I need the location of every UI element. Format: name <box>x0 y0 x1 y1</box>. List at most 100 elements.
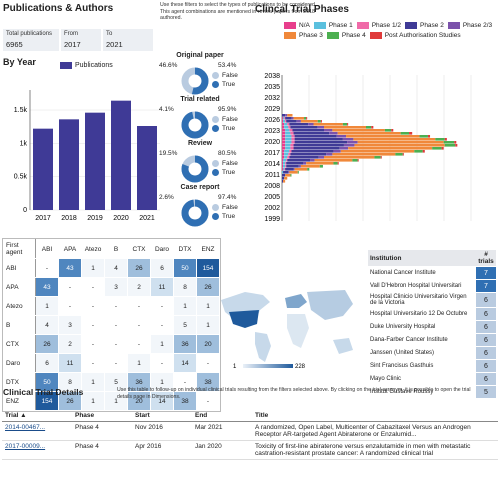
donut-legend-false[interactable]: False <box>212 116 238 123</box>
matrix-cell[interactable]: 3 <box>58 315 82 335</box>
matrix-cell[interactable]: - <box>127 334 151 354</box>
matrix-cell[interactable]: - <box>104 296 128 316</box>
matrix-cell[interactable]: 1 <box>104 391 128 411</box>
matrix-cell[interactable]: 26 <box>127 258 151 278</box>
matrix-cell[interactable]: - <box>81 296 105 316</box>
phase-legend-item[interactable]: N/A <box>284 22 310 29</box>
matrix-cell[interactable]: 2 <box>58 334 82 354</box>
matrix-cell[interactable]: 50 <box>173 258 197 278</box>
matrix-cell[interactable]: - <box>81 334 105 354</box>
donut-legend-true[interactable]: True <box>212 125 235 132</box>
matrix-cell[interactable]: 26 <box>35 334 59 354</box>
matrix-cell[interactable]: 11 <box>58 353 82 373</box>
phase-legend-item[interactable]: Phase 2 <box>404 22 444 29</box>
phase-bar-segment <box>289 129 293 132</box>
matrix-cell[interactable]: - <box>150 296 174 316</box>
institution-row[interactable]: National Cancer Institute 7 <box>368 266 496 280</box>
to-filter[interactable]: To 2021 <box>103 29 153 51</box>
details-col-title[interactable]: Title <box>252 410 498 422</box>
matrix-cell[interactable]: - <box>104 315 128 335</box>
institution-row[interactable]: Dana-Farber Cancer Institute 6 <box>368 333 496 347</box>
inst-col-trials[interactable]: # trials <box>476 250 496 267</box>
donut-legend-true[interactable]: True <box>212 81 235 88</box>
matrix-cell[interactable]: - <box>58 296 82 316</box>
donut-legend-true[interactable]: True <box>212 213 235 220</box>
institution-row[interactable]: Hospital Clinicio Universitario Virgen d… <box>368 292 496 308</box>
matrix-cell[interactable]: - <box>81 277 105 297</box>
phase-legend-item[interactable]: Phase 1/2 <box>356 22 401 29</box>
institution-row[interactable]: Duke University Hospital 6 <box>368 320 496 334</box>
phase-legend-item[interactable]: Post Authorisation Studies <box>369 32 461 39</box>
details-col-end[interactable]: End <box>192 410 252 422</box>
matrix-cell[interactable]: 2 <box>127 277 151 297</box>
institution-row[interactable]: Vall D'Hebron Hospital Universitari 7 <box>368 279 496 293</box>
matrix-cell[interactable]: 4 <box>35 315 59 335</box>
details-col-phase[interactable]: Phase <box>72 410 132 422</box>
world-map[interactable]: 1 228 <box>215 240 360 375</box>
donut-legend-false[interactable]: False <box>212 72 238 79</box>
matrix-cell[interactable]: 6 <box>150 258 174 278</box>
matrix-cell[interactable]: 20 <box>196 334 220 354</box>
matrix-cell[interactable]: 38 <box>196 372 220 392</box>
matrix-cell[interactable]: 43 <box>58 258 82 278</box>
matrix-cell[interactable]: 43 <box>35 277 59 297</box>
matrix-cell[interactable]: 36 <box>173 334 197 354</box>
matrix-cell[interactable]: - <box>81 315 105 335</box>
matrix-cell[interactable]: 4 <box>104 258 128 278</box>
matrix-cell[interactable]: 6 <box>35 353 59 373</box>
matrix-cell[interactable]: 5 <box>104 372 128 392</box>
donut-legend-false[interactable]: False <box>212 160 238 167</box>
matrix-cell[interactable]: 1 <box>81 258 105 278</box>
institution-row[interactable]: Mayo Clinic 6 <box>368 372 496 386</box>
matrix-cell[interactable]: 11 <box>150 277 174 297</box>
from-value[interactable]: 2017 <box>64 40 81 49</box>
institution-row[interactable]: Hospital Universitario 12 De Octubre 6 <box>368 307 496 321</box>
institution-row[interactable]: Janssen (United States) 6 <box>368 346 496 360</box>
donut-legend-true[interactable]: True <box>212 169 235 176</box>
trial-link[interactable]: 2014-00467... <box>2 421 72 441</box>
phase-legend-item[interactable]: Phase 2/3 <box>447 22 492 29</box>
matrix-col-header: Daro <box>150 239 174 259</box>
matrix-cell[interactable]: - <box>150 353 174 373</box>
from-filter[interactable]: From 2017 <box>61 29 101 51</box>
matrix-cell[interactable]: - <box>127 296 151 316</box>
phase-legend-item[interactable]: Phase 1 <box>313 22 353 29</box>
matrix-cell[interactable]: 14 <box>150 391 174 411</box>
institution-row[interactable]: Institut Gustave Roussy 5 <box>368 385 496 399</box>
trial-link[interactable]: 2017-00009... <box>2 440 72 460</box>
details-col-trial[interactable]: Trial ▲ <box>2 410 72 422</box>
matrix-cell[interactable]: 1 <box>173 296 197 316</box>
matrix-cell[interactable]: - <box>104 353 128 373</box>
institution-row[interactable]: Sint Francisus Gasthuis 6 <box>368 359 496 373</box>
matrix-cell[interactable]: 1 <box>196 296 220 316</box>
details-col-start[interactable]: Start <box>132 410 192 422</box>
matrix-cell[interactable]: - <box>104 334 128 354</box>
matrix-cell[interactable]: 1 <box>81 372 105 392</box>
matrix-cell[interactable]: 3 <box>104 277 128 297</box>
donut-legend-false[interactable]: False <box>212 204 238 211</box>
matrix-cell[interactable]: - <box>35 258 59 278</box>
matrix-cell[interactable]: 36 <box>127 372 151 392</box>
matrix-cell[interactable]: 1 <box>127 353 151 373</box>
phase-legend-item[interactable]: Phase 3 <box>284 32 323 39</box>
matrix-cell[interactable]: 38 <box>173 391 197 411</box>
matrix-cell[interactable]: - <box>81 353 105 373</box>
matrix-cell[interactable]: 1 <box>150 334 174 354</box>
matrix-cell[interactable]: 1 <box>150 372 174 392</box>
inst-col-institution[interactable]: Institution <box>368 250 476 267</box>
matrix-cell[interactable]: - <box>196 353 220 373</box>
matrix-cell[interactable]: - <box>127 315 151 335</box>
matrix-cell[interactable]: 1 <box>196 315 220 335</box>
matrix-cell[interactable]: 154 <box>35 391 59 411</box>
matrix-cell[interactable]: - <box>58 277 82 297</box>
matrix-cell[interactable]: 1 <box>35 296 59 316</box>
matrix-cell[interactable]: - <box>150 315 174 335</box>
matrix-cell[interactable]: 8 <box>173 277 197 297</box>
matrix-cell[interactable]: 20 <box>127 391 151 411</box>
to-value[interactable]: 2021 <box>106 40 123 49</box>
phase-legend-item[interactable]: Phase 4 <box>326 32 366 39</box>
matrix-cell[interactable]: 1 <box>81 391 105 411</box>
matrix-cell[interactable]: 14 <box>173 353 197 373</box>
matrix-cell[interactable]: 26 <box>196 277 220 297</box>
matrix-cell[interactable]: 5 <box>173 315 197 335</box>
